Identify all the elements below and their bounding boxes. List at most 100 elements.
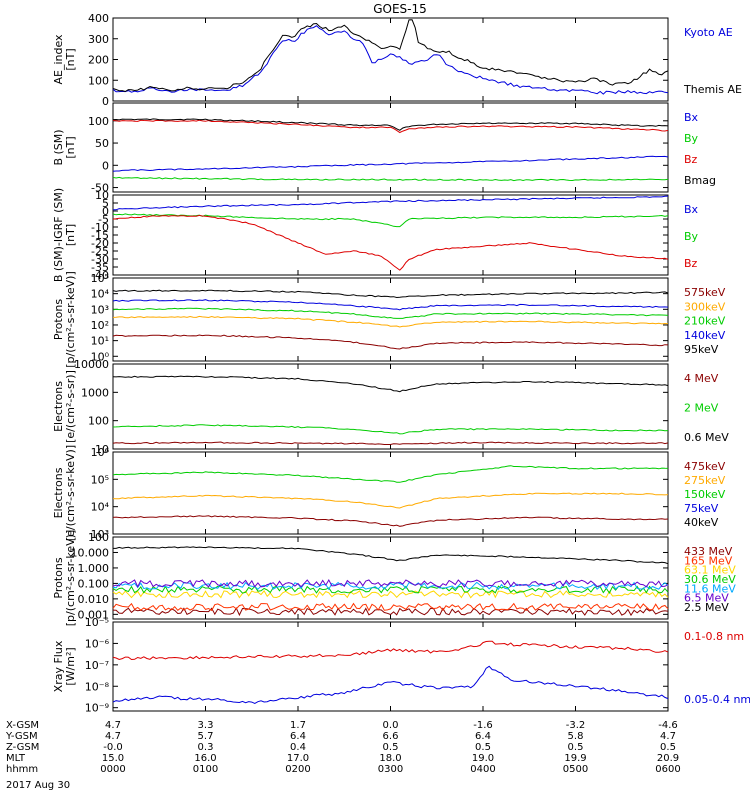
y-tick-label: -15	[91, 229, 109, 242]
series-line-150kev	[112, 465, 669, 483]
series-line-11-6-mev	[112, 581, 669, 591]
series-line-0-05-0-4-nm	[112, 665, 669, 704]
panel-7: 10010.0001.0000.1000.0100.001Protons[p/(…	[52, 530, 736, 627]
x-axis-value: 0.5	[475, 742, 491, 753]
x-axis-value: 0300	[378, 764, 403, 775]
series-line-575kev	[112, 334, 669, 350]
y-tick-label: -10	[91, 221, 109, 234]
x-axis-value: 0400	[470, 764, 495, 775]
y-tick-label: 10.000	[71, 546, 110, 559]
series-line-bz	[112, 214, 669, 271]
y-tick-label: 10¹	[91, 335, 109, 348]
x-axis-value: 18.0	[379, 753, 401, 764]
y-tick-label: 10⁴	[91, 288, 110, 301]
y-tick-label: 0.001	[78, 608, 110, 621]
legend-entry: 6.5 MeV	[684, 592, 729, 605]
y-axis-label-line: [nT]	[64, 48, 77, 70]
x-axis-value: -0.0	[103, 742, 123, 753]
x-axis-value: 4.7	[105, 731, 121, 742]
legend-entry: Bx	[684, 111, 699, 124]
y-tick-label: 50	[95, 137, 109, 150]
x-axis-value: 0500	[563, 764, 588, 775]
x-axis-value: 4.7	[105, 720, 121, 731]
legend-entry: Kyoto AE	[684, 26, 733, 39]
x-axis-table: X-GSMY-GSMZ-GSMMLThhmm4.74.7-0.015.00000…	[5, 720, 681, 775]
y-tick-label: 10⁻⁵	[85, 616, 109, 629]
y-tick-label: 10⁻⁶	[85, 637, 110, 650]
legend-entry: By	[684, 132, 699, 145]
y-tick-label: 10⁶	[91, 446, 110, 459]
series-line-95kev	[112, 289, 669, 299]
y-tick-label: 10⁻⁸	[85, 680, 110, 693]
series-line-6-5-mev	[112, 578, 669, 588]
legend-entry: 150keV	[684, 488, 726, 501]
y-axis-label: Protons[p/(cm²-s-sr-keV)]	[52, 271, 77, 368]
y-tick-label: -30	[91, 253, 109, 266]
series-line-by	[112, 176, 669, 182]
x-axis-row-label: hhmm	[6, 764, 38, 775]
legend-entry: 11.6 MeV	[684, 582, 736, 595]
series-line-210kev	[112, 307, 669, 319]
y-tick-label: 10⁻⁹	[85, 702, 109, 715]
y-tick-label: 10⁵	[91, 473, 109, 486]
y-tick-label: -50	[91, 182, 109, 195]
y-tick-label: -35	[91, 261, 109, 274]
y-tick-label: 5	[102, 197, 109, 210]
y-tick-label: -20	[91, 237, 109, 250]
series-line-300kev	[112, 315, 669, 328]
y-axis-label-line: Electrons	[52, 467, 65, 518]
legend-entry: 475keV	[684, 460, 726, 473]
legend-entry: 210keV	[684, 315, 726, 328]
legend-entry: 0.6 MeV	[684, 431, 729, 444]
y-axis-label-line: [e/(cm²-s-sr-keV)]	[64, 445, 77, 541]
panel-4: 10⁵ 10⁴ 10³ 10² 10¹ 10⁰ Protons[p/(cm²-s-sr-ke…	[52, 271, 726, 368]
x-axis-value: 6.6	[383, 731, 399, 742]
legend-entry: 75keV	[684, 502, 719, 515]
y-tick-label: 10³	[91, 528, 109, 541]
y-tick-label: -5	[98, 213, 109, 226]
x-axis-value: 0.0	[383, 720, 399, 731]
y-tick-label: -25	[91, 245, 109, 258]
panel-5: 10000 1000 100 10 Electrons[e/(cm²-s-sr)] 4 M…	[52, 358, 729, 456]
series-line-bz	[112, 119, 669, 134]
legend-entry: 4 MeV	[684, 372, 719, 385]
y-tick-label: 0	[102, 95, 109, 108]
chart-title: GOES-15	[373, 2, 427, 16]
legend-entry: By	[684, 230, 699, 243]
y-axis-label-line: B (SM)	[52, 129, 65, 165]
legend-entry: Bz	[684, 257, 698, 270]
y-tick-label: 400	[88, 12, 109, 25]
y-tick-label: 10	[95, 189, 109, 202]
y-axis-label: Electrons[e/(cm²-s-sr-keV)]	[52, 445, 77, 541]
y-axis-label-line: [W/m²]	[64, 647, 77, 685]
legend-entry: Bx	[684, 203, 699, 216]
x-axis-value: 1.7	[290, 720, 306, 731]
legend-entry: 2 MeV	[684, 402, 719, 415]
series-line-433-mev	[112, 607, 669, 617]
x-axis-value: 16.0	[194, 753, 216, 764]
legend-entry: 140keV	[684, 329, 726, 342]
y-tick-label: 1.000	[78, 562, 110, 575]
y-tick-label: 1000	[81, 386, 109, 399]
x-axis-value: 0.5	[568, 742, 584, 753]
legend-entry: 0.1-0.8 nm	[684, 630, 744, 643]
x-axis-value: 0000	[100, 764, 125, 775]
series-line-2-5-mev	[113, 546, 669, 565]
y-axis-label-line: Xray Flux	[52, 640, 65, 692]
x-axis-value: 6.4	[475, 731, 491, 742]
y-tick-label: 10000	[74, 358, 109, 371]
x-axis-value: 0200	[285, 764, 310, 775]
legend-entry: 165 MeV	[684, 554, 733, 567]
y-tick-label: 0.010	[78, 593, 110, 606]
x-axis-value: 3.3	[198, 720, 214, 731]
series-line-63-1-mev	[112, 589, 669, 599]
series-line-275kev	[112, 492, 669, 509]
y-tick-label: 0	[102, 205, 109, 218]
y-axis-label-line: AE_index	[52, 34, 65, 85]
y-tick-label: 100	[88, 531, 109, 544]
y-axis-label: Xray Flux[W/m²]	[52, 640, 77, 692]
date-label: 2017 Aug 30	[6, 780, 70, 791]
